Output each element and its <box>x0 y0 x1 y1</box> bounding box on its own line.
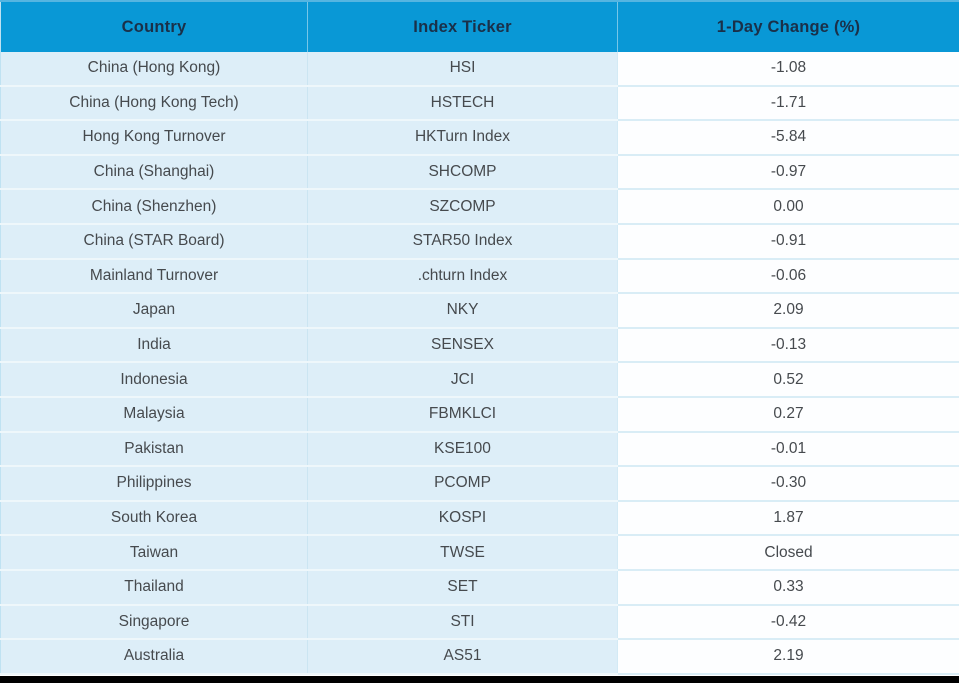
table-row: Hong Kong Turnover HKTurn Index -5.84 <box>0 120 959 156</box>
country-cell: Singapore <box>0 604 308 641</box>
change-cell: -0.01 <box>617 431 959 468</box>
change-cell: -5.84 <box>617 120 959 156</box>
country-cell: Taiwan <box>0 535 308 571</box>
ticker-cell: AS51 <box>307 639 618 675</box>
column-header-change: 1-Day Change (%) <box>617 1 959 52</box>
table-header: Country Index Ticker 1-Day Change (%) <box>0 1 959 52</box>
country-cell: Malaysia <box>0 396 308 433</box>
table-body: China (Hong Kong) HSI -1.08 China (Hong … <box>0 52 959 675</box>
country-cell: Pakistan <box>0 431 308 468</box>
table-row: Indonesia JCI 0.52 <box>0 362 959 398</box>
table-row: Mainland Turnover .chturn Index -0.06 <box>0 258 959 295</box>
change-cell: -0.06 <box>617 258 959 295</box>
table-row: China (Shenzhen) SZCOMP 0.00 <box>0 189 959 225</box>
country-cell: Japan <box>0 293 308 329</box>
change-cell: 2.09 <box>617 293 959 329</box>
table-row: China (STAR Board) STAR50 Index -0.91 <box>0 223 959 260</box>
ticker-cell: PCOMP <box>307 466 618 502</box>
ticker-cell: SET <box>307 569 618 606</box>
change-cell: -0.91 <box>617 223 959 260</box>
column-header-ticker: Index Ticker <box>307 1 618 52</box>
country-cell: China (Shenzhen) <box>0 189 308 225</box>
country-cell: Philippines <box>0 466 308 502</box>
change-cell: -0.30 <box>617 466 959 502</box>
ticker-cell: TWSE <box>307 535 618 571</box>
ticker-cell: JCI <box>307 362 618 398</box>
change-cell: -0.97 <box>617 154 959 191</box>
table-row: Philippines PCOMP -0.30 <box>0 466 959 502</box>
ticker-cell: KOSPI <box>307 500 618 537</box>
country-cell: Mainland Turnover <box>0 258 308 295</box>
country-cell: Thailand <box>0 569 308 606</box>
table-row: Pakistan KSE100 -0.01 <box>0 431 959 468</box>
country-cell: China (Hong Kong Tech) <box>0 85 308 122</box>
country-cell: China (STAR Board) <box>0 223 308 260</box>
change-cell: 2.19 <box>617 639 959 675</box>
country-cell: Hong Kong Turnover <box>0 120 308 156</box>
ticker-cell: STAR50 Index <box>307 223 618 260</box>
table-row: China (Shanghai) SHCOMP -0.97 <box>0 154 959 191</box>
change-cell: 0.27 <box>617 396 959 433</box>
ticker-cell: HKTurn Index <box>307 120 618 156</box>
table-row: Australia AS51 2.19 <box>0 639 959 675</box>
ticker-cell: SHCOMP <box>307 154 618 191</box>
ticker-cell: .chturn Index <box>307 258 618 295</box>
change-cell: -0.42 <box>617 604 959 641</box>
change-cell: -0.13 <box>617 327 959 364</box>
change-cell: 0.00 <box>617 189 959 225</box>
change-cell: -1.08 <box>617 52 959 87</box>
country-cell: India <box>0 327 308 364</box>
table-row: Malaysia FBMKLCI 0.27 <box>0 396 959 433</box>
table-row: India SENSEX -0.13 <box>0 327 959 364</box>
table-row: Taiwan TWSE Closed <box>0 535 959 571</box>
table-row: Japan NKY 2.09 <box>0 293 959 329</box>
ticker-cell: FBMKLCI <box>307 396 618 433</box>
country-cell: China (Shanghai) <box>0 154 308 191</box>
table-row: China (Hong Kong) HSI -1.08 <box>0 52 959 87</box>
ticker-cell: KSE100 <box>307 431 618 468</box>
header-row: Country Index Ticker 1-Day Change (%) <box>0 1 959 52</box>
ticker-cell: NKY <box>307 293 618 329</box>
ticker-cell: HSI <box>307 52 618 87</box>
table-row: South Korea KOSPI 1.87 <box>0 500 959 537</box>
country-cell: China (Hong Kong) <box>0 52 308 87</box>
ticker-cell: SZCOMP <box>307 189 618 225</box>
change-cell: 0.52 <box>617 362 959 398</box>
change-cell: 0.33 <box>617 569 959 606</box>
column-header-country: Country <box>0 1 308 52</box>
change-cell: -1.71 <box>617 85 959 122</box>
country-cell: Indonesia <box>0 362 308 398</box>
change-cell: 1.87 <box>617 500 959 537</box>
country-cell: South Korea <box>0 500 308 537</box>
table-row: Thailand SET 0.33 <box>0 569 959 606</box>
ticker-cell: STI <box>307 604 618 641</box>
country-cell: Australia <box>0 639 308 675</box>
bottom-border-bar <box>0 676 959 683</box>
ticker-cell: SENSEX <box>307 327 618 364</box>
table-row: Singapore STI -0.42 <box>0 604 959 641</box>
ticker-cell: HSTECH <box>307 85 618 122</box>
table-row: China (Hong Kong Tech) HSTECH -1.71 <box>0 85 959 122</box>
change-cell: Closed <box>617 535 959 571</box>
